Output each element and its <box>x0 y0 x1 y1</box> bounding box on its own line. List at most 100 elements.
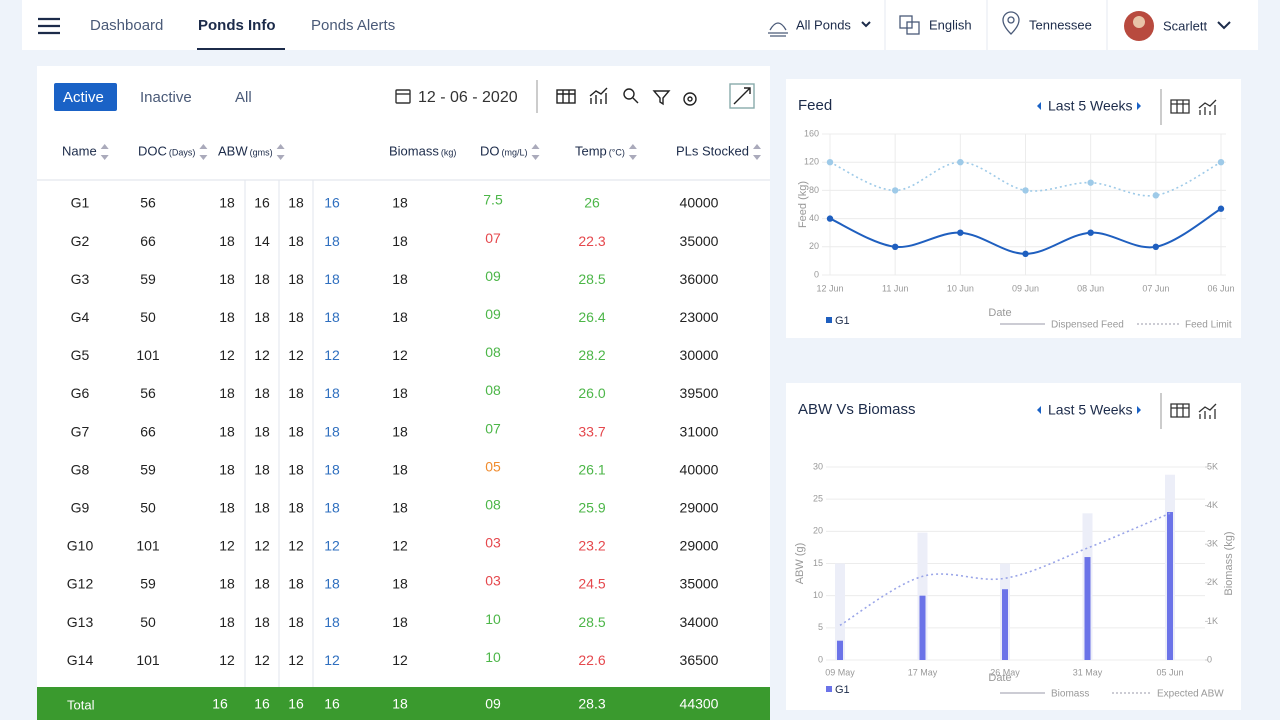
table-cell: G1 <box>71 195 90 211</box>
next-arrow[interactable] <box>1137 406 1141 414</box>
total-cell: 16 <box>288 696 304 712</box>
language[interactable]: English <box>929 17 972 32</box>
column-header[interactable]: DO <box>480 143 500 158</box>
legend-label: G1 <box>835 684 850 696</box>
x-tick-label: 08 Jun <box>1077 283 1104 293</box>
table-cell: 12 <box>254 652 270 668</box>
x-tick-label: 11 Jun <box>882 283 908 293</box>
column-header[interactable]: PLs Stocked <box>676 143 749 158</box>
bar <box>1002 589 1008 660</box>
table-cell: 18 <box>392 271 408 287</box>
x-tick-label: 06 Jun <box>1207 283 1234 293</box>
table-cell: 12 <box>392 652 408 668</box>
nav-item[interactable]: Ponds Alerts <box>311 17 395 34</box>
table-cell: 18 <box>288 576 304 592</box>
table-cell: 12 <box>288 347 304 363</box>
bar <box>919 595 926 660</box>
table-cell: 56 <box>140 385 156 401</box>
table-cell: 30000 <box>680 347 719 363</box>
chevron[interactable] <box>1217 21 1231 30</box>
range: Last 5 Weeks <box>1048 98 1133 114</box>
chevron[interactable] <box>861 21 871 28</box>
table-cell: 10 <box>485 649 501 665</box>
total-row <box>37 687 770 720</box>
column-header[interactable]: ABW <box>218 143 248 158</box>
table-cell: 12 <box>392 538 408 554</box>
table-cell: 05 <box>485 458 501 474</box>
table-cell: 50 <box>140 500 156 516</box>
table-card <box>37 66 770 720</box>
table-cell: 07 <box>485 420 501 436</box>
next-arrow[interactable] <box>1137 102 1141 110</box>
y-tick-label: 20 <box>813 526 823 536</box>
point <box>1022 187 1029 194</box>
column-header[interactable]: Name <box>62 143 97 158</box>
table-cell: 14 <box>254 233 270 249</box>
total-cell: 28.3 <box>578 696 605 712</box>
table-cell: 18 <box>324 500 340 516</box>
column-header[interactable]: Temp <box>575 143 607 158</box>
y-tick-label: 0 <box>814 269 819 279</box>
table-cell: 18 <box>219 271 235 287</box>
y2-tick-label: 1K <box>1207 616 1218 626</box>
x-tick-label: 05 Jun <box>1156 667 1183 677</box>
nav-item[interactable]: Ponds Info <box>198 17 276 34</box>
table-cell: 40000 <box>680 195 719 211</box>
tab[interactable]: Inactive <box>140 89 192 106</box>
total-cell: 44300 <box>680 696 719 712</box>
table-cell: 23.2 <box>578 538 605 554</box>
legend-label: G1 <box>835 315 850 327</box>
table-cell: 40000 <box>680 461 719 477</box>
column-header[interactable]: DOC <box>138 143 167 158</box>
table-cell: 101 <box>136 538 160 554</box>
table-cell: G13 <box>67 614 94 630</box>
toolbar-icons[interactable] <box>556 83 755 109</box>
table-cell: G7 <box>71 423 90 439</box>
table-cell: 18 <box>288 500 304 516</box>
location[interactable]: Tennessee <box>1029 17 1092 32</box>
table-cell: 18 <box>324 614 340 630</box>
table-cell: G10 <box>67 538 94 554</box>
table-cell: 22.6 <box>578 652 605 668</box>
table-cell: 18 <box>254 614 270 630</box>
y-tick-label: 10 <box>813 590 823 600</box>
table-cell: 26.0 <box>578 385 605 401</box>
table-cell: 12 <box>254 347 270 363</box>
point <box>1217 159 1225 166</box>
table-cell: 12 <box>219 347 235 363</box>
prev-arrow[interactable] <box>1037 102 1041 110</box>
ponds-filter[interactable]: All Ponds <box>796 17 851 32</box>
prev-arrow[interactable] <box>1037 406 1041 414</box>
table-cell: 12 <box>324 652 340 668</box>
nav-item[interactable]: Dashboard <box>90 17 163 34</box>
table-cell: G6 <box>71 385 90 401</box>
table-cell: G8 <box>71 461 90 477</box>
table-cell: 18 <box>392 195 408 211</box>
y-tick-label: 40 <box>809 213 819 223</box>
table-cell: 101 <box>136 652 160 668</box>
menu-icon[interactable] <box>38 17 60 35</box>
feed-card <box>786 79 1241 338</box>
y2-axis-label: Biomass (kg) <box>1223 531 1235 595</box>
x-tick-label: 09 Jun <box>1012 283 1039 293</box>
table-cell: 18 <box>254 576 270 592</box>
bar <box>837 640 843 660</box>
tab[interactable]: All <box>235 89 252 106</box>
total-cell: 09 <box>485 696 501 712</box>
total-cell: 18 <box>392 696 408 712</box>
table-cell: 12 <box>324 347 340 363</box>
table-cell: 66 <box>140 423 156 439</box>
y-tick-label: 120 <box>804 157 819 167</box>
x-tick-label: 26 May <box>990 667 1020 677</box>
chart-icons[interactable] <box>1170 99 1217 115</box>
point <box>1087 229 1094 236</box>
table-cell: 18 <box>324 423 340 439</box>
tab[interactable]: Active <box>63 89 104 106</box>
table-cell: 09 <box>485 268 501 284</box>
table-cell: 35000 <box>680 576 719 592</box>
chart-icons[interactable] <box>1170 403 1217 419</box>
language-icon <box>899 15 920 35</box>
user-name[interactable]: Scarlett <box>1163 18 1207 33</box>
table-cell: G12 <box>67 576 94 592</box>
active-tab[interactable] <box>54 83 117 111</box>
